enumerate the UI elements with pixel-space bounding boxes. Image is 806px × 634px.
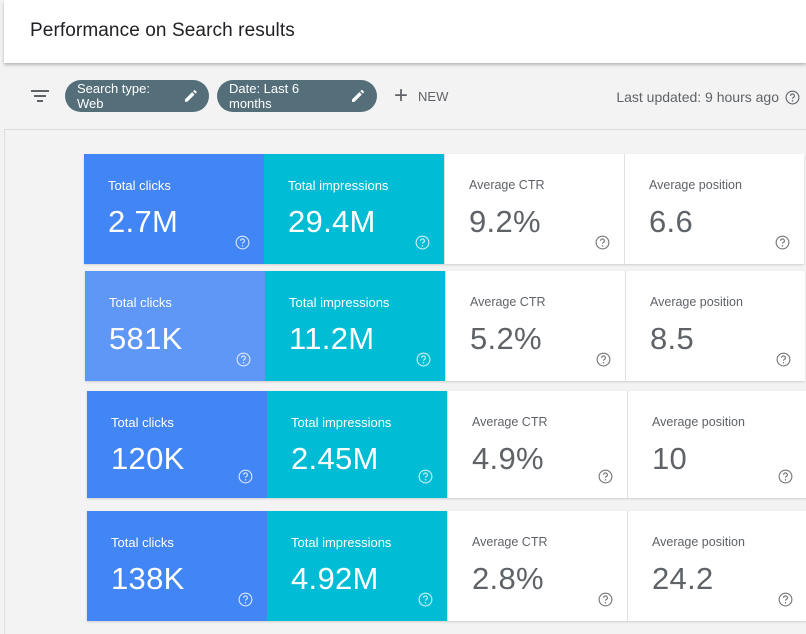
- card-label: Total clicks: [108, 178, 171, 193]
- help-circle-icon[interactable]: [598, 592, 613, 607]
- help-circle-icon[interactable]: [778, 592, 793, 607]
- card-label: Average CTR: [470, 295, 546, 309]
- help-circle-icon[interactable]: [415, 235, 430, 250]
- card-label: Total impressions: [291, 535, 392, 550]
- total-impressions-card[interactable]: Total impressions 29.4M: [264, 154, 444, 264]
- filter-bar: Search type: Web Date: Last 6 months + N…: [4, 64, 806, 130]
- help-circle-icon[interactable]: [785, 90, 800, 105]
- help-circle-icon[interactable]: [775, 235, 790, 250]
- date-range-chip-label: Date: Last 6 months: [229, 81, 300, 111]
- average-ctr-card[interactable]: Average CTR 5.2%: [445, 271, 625, 381]
- page-title: Performance on Search results: [30, 20, 295, 41]
- card-value: 581K: [109, 321, 183, 356]
- card-value: 4.92M: [291, 561, 379, 596]
- card-label: Average CTR: [469, 178, 545, 192]
- card-value: 11.2M: [289, 321, 375, 356]
- help-circle-icon[interactable]: [235, 235, 250, 250]
- card-value: 2.8%: [472, 561, 544, 596]
- date-range-chip[interactable]: Date: Last 6 months: [217, 80, 377, 112]
- card-value: 6.6: [649, 204, 693, 239]
- search-type-chip[interactable]: Search type: Web: [65, 80, 209, 112]
- total-impressions-card[interactable]: Total impressions 11.2M: [265, 271, 445, 381]
- new-filter-label: NEW: [418, 88, 449, 104]
- total-clicks-card[interactable]: Total clicks 138K: [87, 511, 267, 621]
- help-circle-icon[interactable]: [238, 592, 253, 607]
- total-clicks-card[interactable]: Total clicks 581K: [85, 271, 265, 381]
- metrics-row: Total clicks 120K Total impressions 2.45…: [87, 391, 806, 498]
- card-label: Average position: [650, 295, 743, 309]
- new-filter-button[interactable]: + NEW: [394, 80, 448, 112]
- card-value: 120K: [111, 441, 185, 476]
- plus-icon: +: [394, 82, 409, 109]
- card-label: Total impressions: [291, 415, 392, 430]
- card-value: 2.7M: [108, 204, 179, 239]
- metrics-row: Total clicks 2.7M Total impressions 29.4…: [84, 154, 804, 264]
- metrics-row: Total clicks 581K Total impressions 11.2…: [85, 271, 805, 381]
- average-position-card[interactable]: Average position 6.6: [624, 154, 804, 264]
- help-circle-icon[interactable]: [238, 469, 253, 484]
- help-circle-icon[interactable]: [596, 352, 611, 367]
- card-label: Total clicks: [109, 295, 172, 310]
- card-label: Total clicks: [111, 535, 174, 550]
- card-value: 4.9%: [472, 441, 544, 476]
- total-clicks-card[interactable]: Total clicks 2.7M: [84, 154, 264, 264]
- card-value: 29.4M: [288, 204, 376, 239]
- card-label: Average position: [652, 535, 745, 549]
- card-value: 10: [652, 441, 688, 476]
- last-updated-text: Last updated: 9 hours ago: [616, 89, 779, 105]
- help-circle-icon[interactable]: [418, 469, 433, 484]
- help-circle-icon[interactable]: [236, 352, 251, 367]
- average-position-card[interactable]: Average position 10: [627, 391, 806, 498]
- help-circle-icon[interactable]: [416, 352, 431, 367]
- card-label: Total impressions: [289, 295, 390, 310]
- card-value: 2.45M: [291, 441, 379, 476]
- help-circle-icon[interactable]: [778, 469, 793, 484]
- filter-icon[interactable]: [30, 88, 50, 104]
- help-circle-icon[interactable]: [418, 592, 433, 607]
- card-label: Total impressions: [288, 178, 389, 193]
- card-value: 24.2: [652, 561, 714, 596]
- card-label: Total clicks: [111, 415, 174, 430]
- average-position-card[interactable]: Average position 8.5: [625, 271, 805, 381]
- card-label: Average position: [649, 178, 742, 192]
- help-circle-icon[interactable]: [776, 352, 791, 367]
- card-value: 8.5: [650, 321, 694, 356]
- total-impressions-card[interactable]: Total impressions 4.92M: [267, 511, 447, 621]
- card-label: Average position: [652, 415, 745, 429]
- card-value: 138K: [111, 561, 185, 596]
- search-type-chip-label: Search type: Web: [77, 81, 150, 111]
- average-ctr-card[interactable]: Average CTR 4.9%: [447, 391, 627, 498]
- card-label: Average CTR: [472, 415, 548, 429]
- page-header: Performance on Search results: [4, 0, 806, 63]
- pencil-icon: [184, 90, 197, 102]
- metrics-row: Total clicks 138K Total impressions 4.92…: [87, 511, 806, 621]
- average-position-card[interactable]: Average position 24.2: [627, 511, 806, 621]
- card-label: Average CTR: [472, 535, 548, 549]
- help-circle-icon[interactable]: [598, 469, 613, 484]
- total-clicks-card[interactable]: Total clicks 120K: [87, 391, 267, 498]
- card-value: 9.2%: [469, 204, 541, 239]
- divider: [4, 64, 5, 634]
- total-impressions-card[interactable]: Total impressions 2.45M: [267, 391, 447, 498]
- average-ctr-card[interactable]: Average CTR 9.2%: [444, 154, 624, 264]
- last-updated: Last updated: 9 hours ago: [616, 89, 800, 105]
- average-ctr-card[interactable]: Average CTR 2.8%: [447, 511, 627, 621]
- card-value: 5.2%: [470, 321, 542, 356]
- help-circle-icon[interactable]: [595, 235, 610, 250]
- pencil-icon: [352, 89, 365, 102]
